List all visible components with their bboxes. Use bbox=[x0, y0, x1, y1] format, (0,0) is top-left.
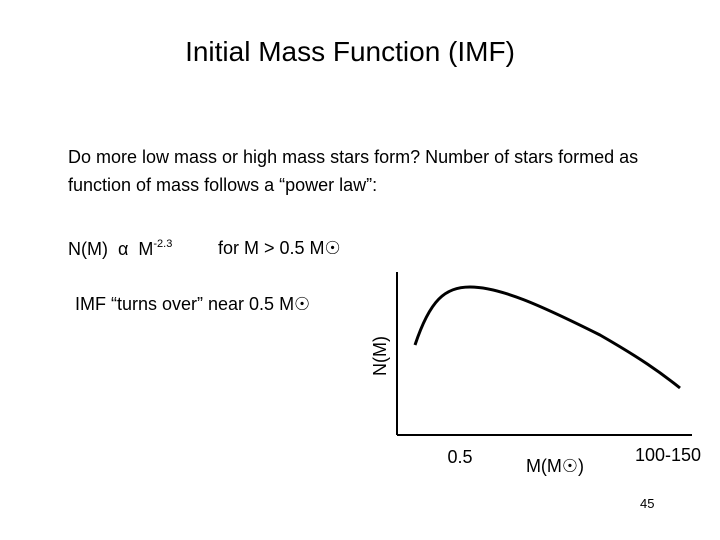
power-law-exponent: -2.3 bbox=[153, 238, 173, 250]
x-label: 100-150 bbox=[635, 445, 701, 465]
y-axis-label: N(M) bbox=[370, 336, 390, 376]
x-label: M(M☉) bbox=[526, 456, 584, 476]
page-number: 45 bbox=[640, 496, 655, 511]
power-law-base: N(M) α M bbox=[68, 239, 154, 259]
power-law: N(M) α M-2.3 bbox=[68, 238, 172, 260]
slide-title: Initial Mass Function (IMF) bbox=[185, 36, 515, 67]
question-text: Do more low mass or high mass stars form… bbox=[68, 147, 639, 195]
x-label: 0.5 bbox=[447, 447, 472, 467]
imf-curve bbox=[413, 285, 681, 390]
turnover-text: IMF “turns over” near 0.5 M☉ bbox=[75, 294, 311, 314]
power-law-condition: for M > 0.5 M☉ bbox=[218, 238, 341, 258]
